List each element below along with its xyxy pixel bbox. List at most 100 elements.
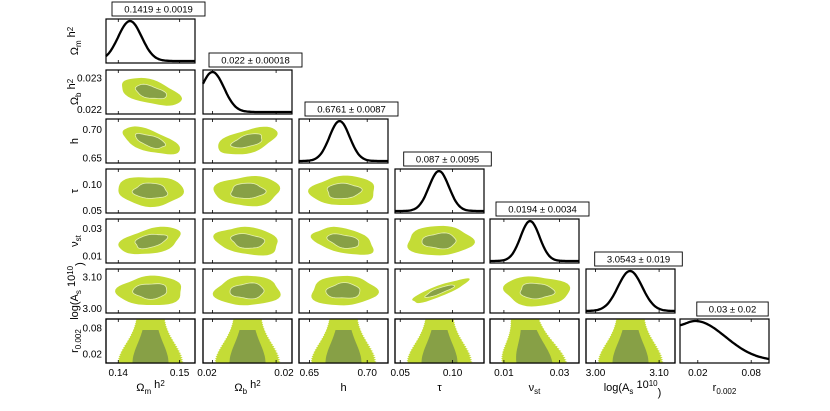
diag-panel-nst (489, 218, 580, 264)
y-axis-label-logA: log(As 1010) (66, 262, 86, 320)
y-axis-label-nst: νst (69, 234, 83, 247)
panel-border (202, 318, 293, 364)
x-tick-label: 0.02 (197, 368, 217, 379)
panel-nst-vs-omch2 (105, 218, 196, 264)
x-axis-label-tau: τ (437, 382, 442, 394)
panel-border (585, 318, 676, 364)
panel-h-vs-omch2 (105, 118, 196, 164)
marginal-curve-logA (586, 269, 676, 313)
summary-badge-tau: 0.087 ± 0.0095 (403, 151, 492, 167)
x-axis-label-h: h (340, 382, 346, 394)
panel-tau-vs-omch2 (105, 168, 196, 214)
summary-badge-omch2: 0.1419 ± 0.0019 (111, 1, 206, 17)
panel-border (105, 318, 196, 364)
summary-box (594, 251, 683, 267)
x-axis-label-omch2: Ωm h2 (136, 379, 165, 396)
x-tick-label: 0.02 (274, 368, 294, 379)
y-tick-label: 0.03 (83, 224, 103, 235)
panel-nst-vs-h (298, 218, 389, 264)
y-tick-label: 0.70 (83, 125, 103, 136)
y-axis-label-omch2: Ωm h2 (66, 26, 83, 55)
panel-nst-vs-tau (394, 218, 485, 264)
marginal-curve-ombh2 (201, 70, 292, 114)
panel-frame (394, 268, 485, 314)
panel-logA-vs-nst (489, 268, 580, 314)
contour-68 (326, 233, 360, 249)
panel-frame (298, 118, 389, 164)
marginal-curve-tau (395, 169, 484, 213)
y-tick-label: 0.10 (83, 180, 103, 191)
summary-badge-logA: 3.0543 ± 0.019 (594, 251, 683, 267)
contour-68 (421, 232, 457, 250)
contour-68 (230, 233, 266, 249)
summary-box (495, 201, 590, 217)
summary-box (111, 1, 206, 17)
contour-68 (421, 330, 458, 363)
contour-68 (229, 330, 266, 363)
marginal-curve-nst (490, 219, 579, 263)
summary-text: 0.03 ± 0.02 (709, 305, 756, 316)
marginal-curve-h (299, 119, 388, 163)
contour-68 (132, 283, 168, 300)
panel-logA-vs-ombh2 (202, 268, 293, 314)
panel-border (394, 318, 485, 364)
contour-68 (325, 282, 361, 299)
x-tick-label: 0.15 (170, 368, 190, 379)
panel-r-vs-h (298, 318, 389, 364)
y-tick-label: 0.05 (83, 206, 103, 217)
x-axis-label-ombh2: Ωb h2 (234, 379, 261, 396)
x-axis-label-nst: νst (529, 382, 542, 396)
panel-r-vs-nst (489, 318, 580, 364)
x-tick-label: 0.03 (550, 368, 570, 379)
x-tick-label: 0.10 (443, 368, 463, 379)
panel-r-vs-ombh2 (202, 318, 293, 364)
x-tick-label: 0.05 (391, 368, 411, 379)
panel-nst-vs-ombh2 (202, 218, 293, 264)
contour-68 (132, 330, 169, 363)
panel-frame (394, 168, 485, 214)
y-tick-label: 3.00 (83, 304, 103, 315)
summary-text: 3.0543 ± 0.019 (607, 255, 670, 266)
x-tick-label: 3.10 (649, 368, 669, 379)
y-tick-label: 0.01 (83, 252, 103, 263)
diag-panel-h (298, 118, 389, 164)
summary-badge-ombh2: 0.022 ± 0.00018 (208, 52, 303, 68)
summary-text: 0.0194 ± 0.0034 (508, 205, 577, 216)
x-tick-label: 0.01 (494, 368, 514, 379)
x-tick-label: 0.65 (300, 368, 320, 379)
panel-tau-vs-ombh2 (202, 168, 293, 214)
contour-68 (230, 133, 263, 149)
summary-box (403, 151, 492, 167)
y-axis-label-tau: τ (69, 188, 81, 193)
x-tick-label: 0.08 (741, 368, 761, 379)
contour-68 (516, 330, 553, 363)
contour-68 (519, 282, 556, 300)
marginal-curve-r (679, 319, 770, 361)
y-tick-label: 0.08 (83, 323, 103, 334)
contour-68 (134, 233, 169, 250)
summary-box (304, 101, 399, 117)
marginal-curve-omch2 (105, 19, 195, 63)
x-tick-label: 0.14 (109, 368, 129, 379)
summary-text: 0.6761 ± 0.0087 (317, 105, 386, 116)
y-axis-label-ombh2: Ωb h2 (66, 78, 83, 105)
contour-68 (424, 284, 456, 298)
contour-68 (612, 330, 649, 363)
diag-panel-logA (585, 268, 676, 314)
y-tick-label: 0.02 (83, 350, 103, 361)
contour-68 (134, 133, 167, 150)
y-tick-label: 3.10 (83, 272, 103, 283)
contour-68 (325, 330, 362, 363)
panel-r-vs-tau (394, 318, 485, 364)
panel-frame (585, 268, 676, 314)
contour-68 (134, 83, 168, 100)
x-tick-label: 3.00 (586, 368, 606, 379)
panel-logA-vs-h (298, 268, 389, 314)
contour-68 (230, 182, 267, 199)
summary-box (696, 301, 769, 317)
summary-text: 0.022 ± 0.00018 (221, 56, 290, 67)
panel-border (489, 318, 580, 364)
y-tick-label: 0.65 (83, 153, 103, 164)
summary-badge-h: 0.6761 ± 0.0087 (304, 101, 399, 117)
